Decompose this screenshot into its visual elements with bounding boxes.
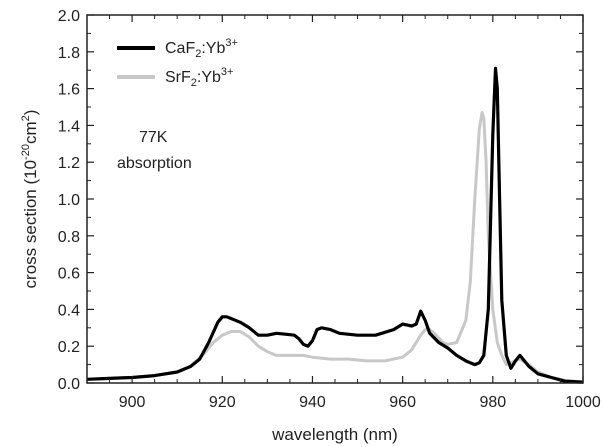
y-tick-label: 1.6 xyxy=(58,82,80,99)
y-tick-label: 1.8 xyxy=(58,45,80,62)
annotation-absorption: absorption xyxy=(117,155,192,172)
y-tick-label: 1.0 xyxy=(58,192,80,209)
y-tick-label: 0.0 xyxy=(58,376,80,393)
y-tick-label: 0.6 xyxy=(58,266,80,283)
y-axis-title: cross section (10-20cm2) xyxy=(20,110,40,289)
x-tick-label: 920 xyxy=(209,394,236,411)
x-tick-label: 960 xyxy=(389,394,416,411)
y-tick-label: 2.0 xyxy=(58,8,80,25)
x-tick-label: 1000 xyxy=(565,394,601,411)
y-tick-label: 1.4 xyxy=(58,118,80,135)
series-line-1 xyxy=(86,111,584,384)
y-tick-label: 0.2 xyxy=(58,339,80,356)
legend-label-caf2: CaF2:Yb3+ xyxy=(165,37,238,60)
x-tick-label: 980 xyxy=(479,394,506,411)
y-tick-label: 0.8 xyxy=(58,229,80,246)
ticks-layer: 900 920 940 960 980 1000 0.0 0.2 0.4 0.6 0.8 1.0 1.2… xyxy=(58,8,601,411)
legend: CaF2:Yb3+ SrF2:Yb3+ xyxy=(117,37,238,89)
y-tick-label: 0.4 xyxy=(58,302,80,319)
y-tick-label: 1.2 xyxy=(58,155,80,172)
plot-frame xyxy=(86,14,584,384)
x-tick-label: 940 xyxy=(299,394,326,411)
x-axis-title: wavelength (nm) xyxy=(271,425,398,444)
annotation-temperature: 77K xyxy=(139,129,168,146)
series-line-0 xyxy=(86,66,584,384)
legend-label-srf2: SrF2:Yb3+ xyxy=(165,66,233,89)
x-tick-label: 900 xyxy=(119,394,146,411)
series-layer xyxy=(86,66,584,384)
